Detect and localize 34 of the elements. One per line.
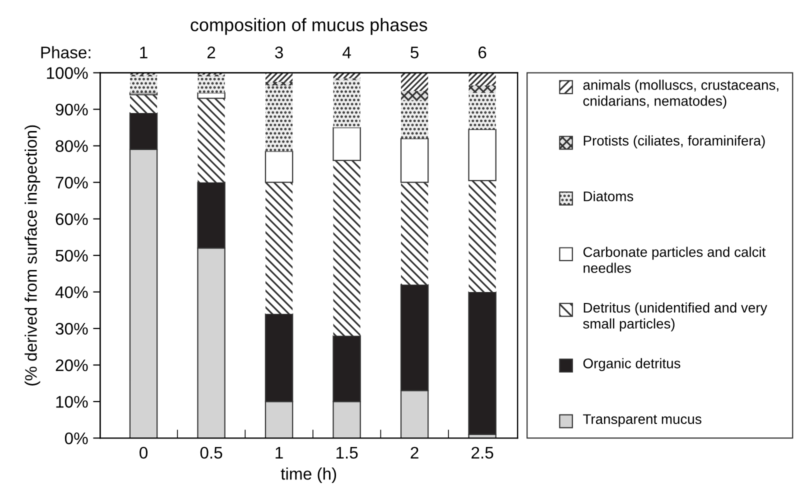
x2-tick-label: 5: [410, 46, 418, 58]
y-tick-label: 60%: [56, 213, 88, 226]
text: animals (molluscs, crustaceans, cnidarians, nematodes): [583, 80, 778, 109]
y-axis-title: (% derived from surface inspection): [24, 125, 40, 386]
x-tick-label: 0: [140, 446, 148, 459]
x-tick-label: 2: [410, 446, 418, 458]
legend-label: Transparent mucus: [583, 414, 702, 427]
x-tick-label: 1.5: [336, 447, 358, 459]
x-tick-label: 2.5: [472, 446, 494, 459]
x2-tick-label: 6: [478, 46, 486, 58]
x2-tick-label: 4: [342, 46, 351, 58]
x-tick-label: 1: [276, 447, 283, 458]
y-tick-label: 80%: [56, 140, 88, 152]
y-tick-label: 40%: [55, 286, 88, 298]
y-tick-label: 50%: [56, 250, 88, 262]
y-tick-label: 100%: [47, 67, 88, 79]
x2-tick-label: 3: [275, 46, 283, 58]
x2-tick-label: 2: [207, 46, 216, 58]
y-tick-label: 20%: [56, 359, 88, 372]
y-tick-label: 30%: [56, 322, 88, 335]
x-axis-title: time (h): [280, 468, 336, 484]
y-tick-label: 0%: [64, 432, 88, 444]
legend-label: Organic detritus: [583, 358, 680, 372]
y-tick-label: 90%: [56, 104, 88, 116]
x-tick-label: 0.5: [200, 446, 222, 459]
y-tick-label: 70%: [56, 176, 88, 189]
y-tick-label: 10%: [56, 396, 88, 408]
legend-label: Diatoms: [584, 191, 634, 202]
legend-label: Carbonate particles and calcit needles: [583, 246, 766, 273]
x2-tick-label: 1: [140, 46, 148, 58]
text: Detritus (unidentified and very small particles): [583, 302, 768, 332]
x2-axis-title: Phase:: [41, 46, 90, 58]
chart-title: composition of mucus phases: [190, 18, 428, 35]
legend-label: Protists (ciliates, foraminifera): [584, 135, 765, 148]
